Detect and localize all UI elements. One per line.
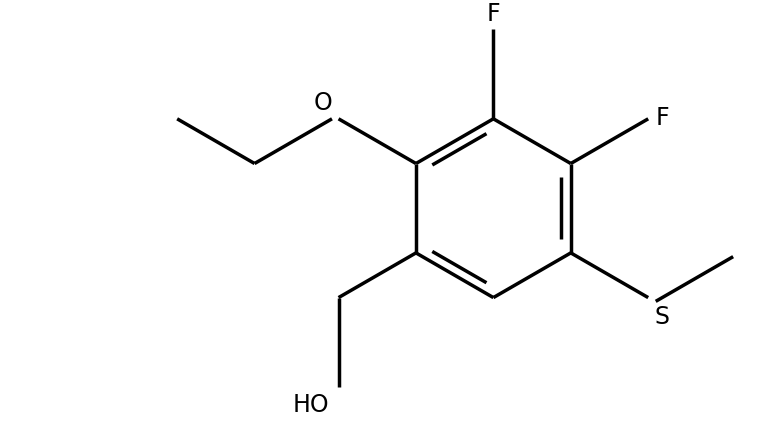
Text: S: S	[655, 305, 670, 328]
Text: F: F	[656, 106, 670, 130]
Text: F: F	[487, 2, 501, 26]
Text: HO: HO	[293, 392, 329, 416]
Text: O: O	[314, 91, 332, 115]
